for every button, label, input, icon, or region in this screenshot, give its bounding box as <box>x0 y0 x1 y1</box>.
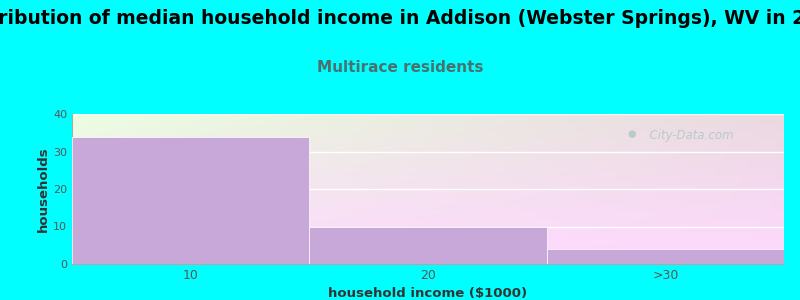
Text: Distribution of median household income in Addison (Webster Springs), WV in 2022: Distribution of median household income … <box>0 9 800 28</box>
Text: Multirace residents: Multirace residents <box>317 60 483 75</box>
Bar <box>72 136 310 264</box>
X-axis label: household income ($1000): household income ($1000) <box>329 287 527 300</box>
Y-axis label: households: households <box>38 146 50 232</box>
Text: City-Data.com: City-Data.com <box>642 129 734 142</box>
Bar <box>310 226 546 264</box>
Bar <box>546 249 784 264</box>
Text: ●: ● <box>627 129 636 139</box>
